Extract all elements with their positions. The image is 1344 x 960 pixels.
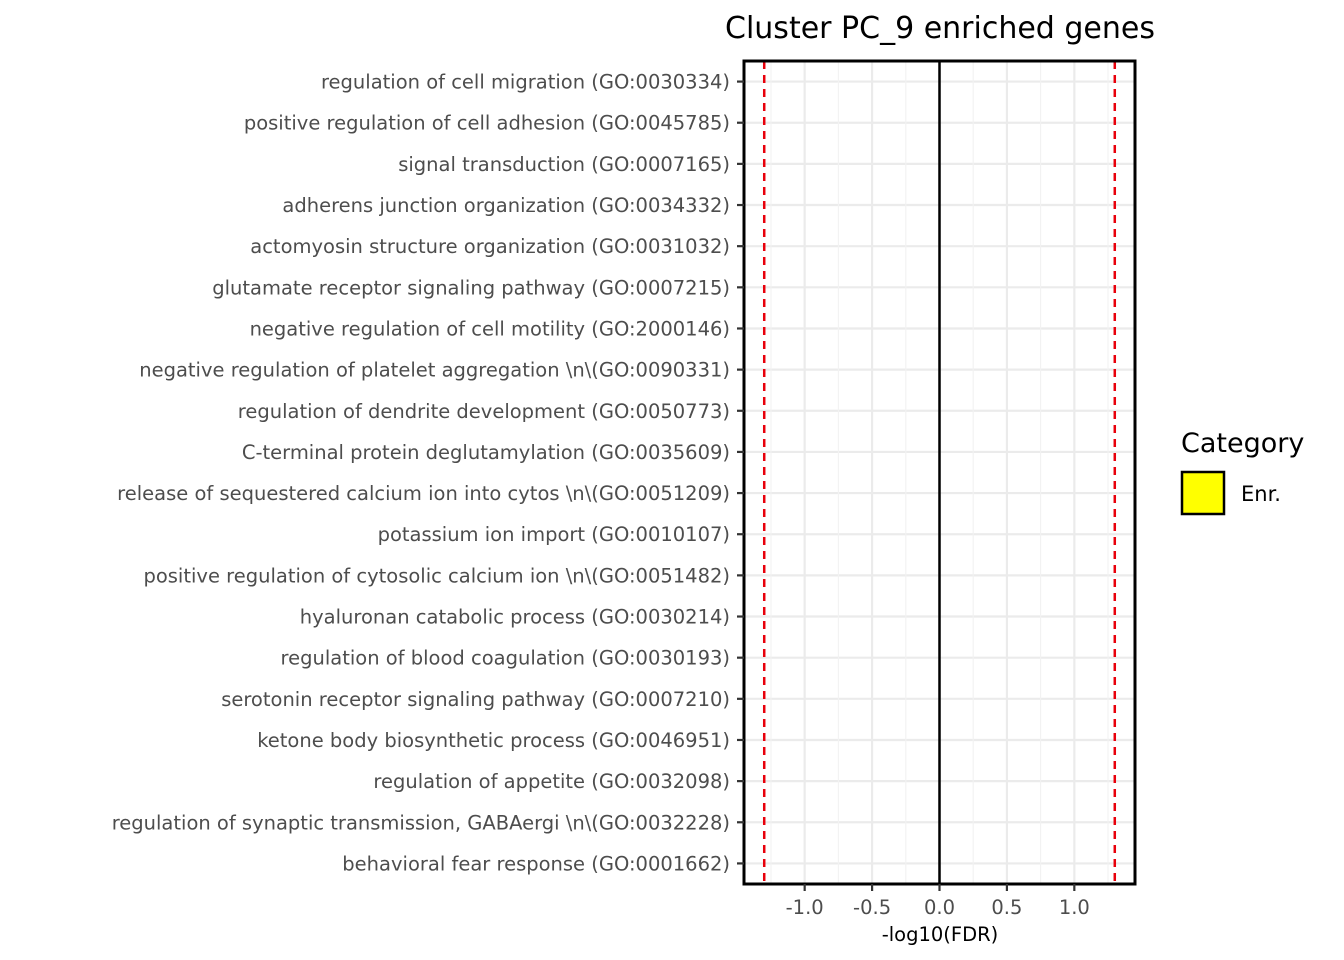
chart-title: Cluster PC_9 enriched genes (725, 11, 1155, 46)
legend-entry-label: Enr. (1241, 482, 1281, 506)
y-tick-label: C-terminal protein deglutamylation (GO:0… (242, 441, 730, 464)
x-tick-label: -0.5 (853, 896, 891, 919)
y-tick-label: ketone body biosynthetic process (GO:004… (257, 729, 730, 752)
y-tick-label: release of sequestered calcium ion into … (117, 482, 730, 505)
y-tick-label: regulation of synaptic transmission, GAB… (112, 811, 730, 834)
legend-swatch (1180, 470, 1226, 516)
threshold-lines (762, 61, 1117, 884)
y-axis-ticks: regulation of cell migration (GO:0030334… (112, 71, 744, 875)
y-tick-label: hyaluronan catabolic process (GO:0030214… (300, 606, 730, 629)
legend-title: Category (1181, 428, 1304, 459)
x-tick-label: 0.5 (991, 896, 1022, 919)
x-tick-label: -1.0 (786, 896, 824, 919)
y-tick-label: behavioral fear response (GO:0001662) (342, 852, 730, 875)
y-tick-label: signal transduction (GO:0007165) (398, 153, 730, 176)
y-tick-label: regulation of cell migration (GO:0030334… (321, 71, 730, 94)
y-tick-label: actomyosin structure organization (GO:00… (250, 235, 730, 258)
y-tick-label: regulation of blood coagulation (GO:0030… (281, 647, 730, 670)
y-tick-label: potassium ion import (GO:0010107) (378, 523, 730, 546)
y-tick-label: negative regulation of cell motility (GO… (250, 317, 730, 340)
y-tick-label: regulation of appetite (GO:0032098) (373, 770, 730, 793)
y-tick-label: glutamate receptor signaling pathway (GO… (212, 276, 730, 299)
x-tick-label: 1.0 (1059, 896, 1090, 919)
y-tick-label: adherens junction organization (GO:00343… (282, 194, 730, 217)
y-tick-label: negative regulation of platelet aggregat… (139, 359, 730, 382)
x-axis-ticks: -1.0 -0.5 0.0 0.5 1.0 (786, 884, 1090, 919)
y-tick-label: serotonin receptor signaling pathway (GO… (221, 688, 730, 711)
legend: Category Enr. (1180, 428, 1304, 516)
legend-entries: Enr. (1180, 470, 1281, 516)
y-tick-label: regulation of dendrite development (GO:0… (238, 400, 730, 423)
x-tick-label: 0.0 (924, 896, 955, 919)
x-axis-label: -log10(FDR) (882, 923, 999, 946)
y-tick-label: positive regulation of cell adhesion (GO… (244, 112, 730, 135)
y-tick-label: positive regulation of cytosolic calcium… (143, 564, 730, 587)
